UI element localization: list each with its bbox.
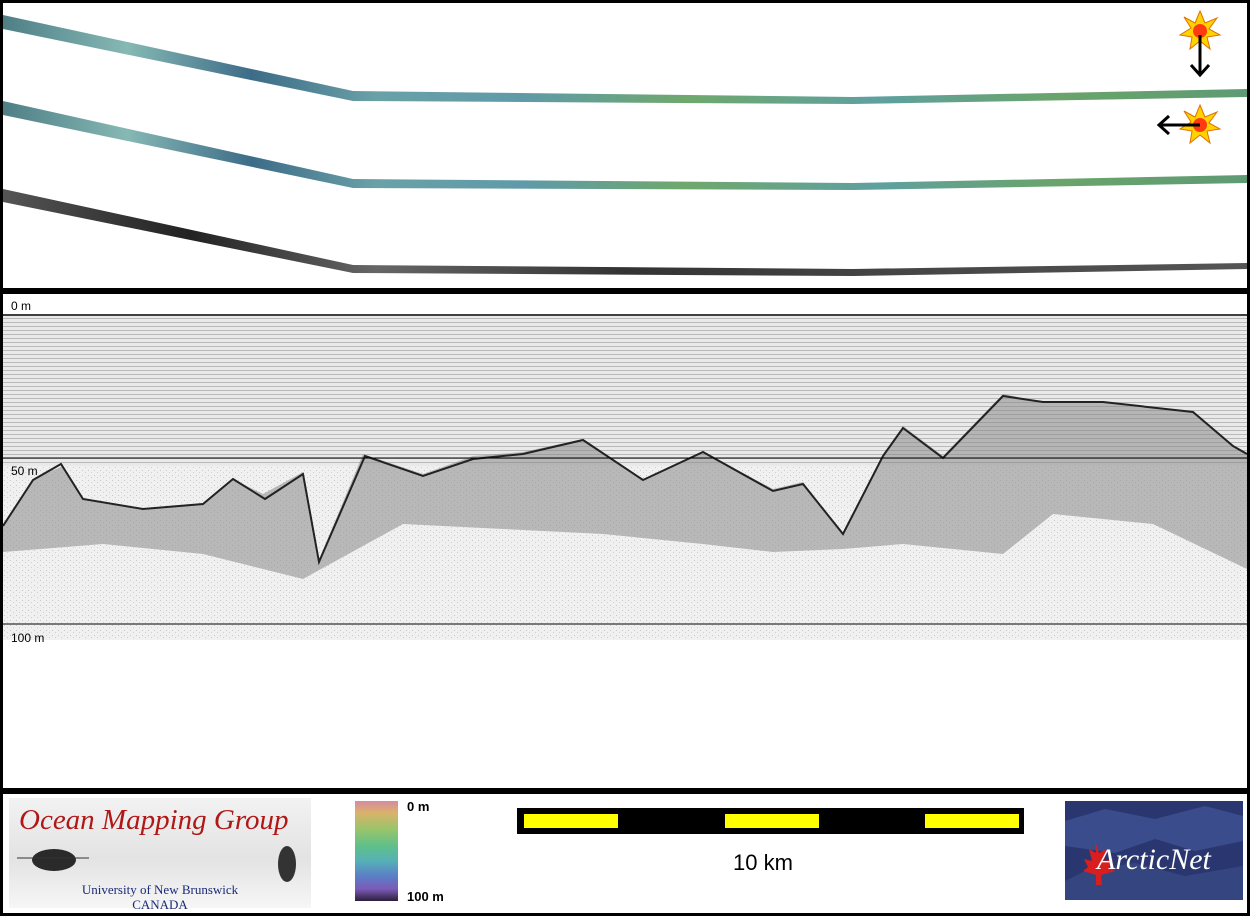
subbottom-profile-panel: 0 m 50 m 100 m [3, 294, 1247, 788]
profile-image [3, 314, 1247, 788]
ocean-mapping-group-logo: Ocean Mapping Group University of New Br… [9, 798, 311, 912]
depth-label-0: 0 m [11, 299, 32, 313]
bathymetry-strip [3, 15, 1247, 104]
arrow-left-icon [1156, 114, 1200, 136]
depth-colorbar [355, 801, 398, 901]
omg-title: Ocean Mapping Group [19, 804, 289, 836]
swath-map-panel [3, 3, 1247, 288]
omg-logo-graphic [17, 846, 296, 882]
swath-strips [3, 9, 1247, 276]
depth-label-50: 50 m [11, 464, 38, 478]
arcticnet-text: ArcticNet [1095, 843, 1212, 876]
omg-country: CANADA [132, 897, 188, 912]
scale-segment [725, 814, 819, 828]
depth-label-100: 100 m [11, 631, 45, 645]
scale-segment [524, 814, 618, 828]
arcticnet-logo: ArcticNet [1065, 801, 1243, 900]
seafloor-trace [3, 394, 1247, 566]
backscatter-strip [3, 101, 1247, 190]
arrow-down-icon [1189, 35, 1211, 78]
omg-university: University of New Brunswick [81, 882, 239, 897]
scale-segment [925, 814, 1019, 828]
legend-panel: Ocean Mapping Group University of New Br… [3, 794, 1247, 913]
scale-label: 10 km [733, 850, 793, 875]
subsurface-reflections [3, 394, 1247, 579]
maple-leaf-icon [1083, 841, 1115, 885]
profile-blank-area [3, 640, 1247, 788]
colorbar-bottom-label: 100 m [407, 889, 444, 904]
scale-bar [517, 808, 1024, 834]
colorbar-top-label: 0 m [407, 799, 430, 814]
arcticnet-logo-graphic: ArcticNet [1065, 806, 1243, 900]
grayscale-strip [3, 189, 1247, 276]
